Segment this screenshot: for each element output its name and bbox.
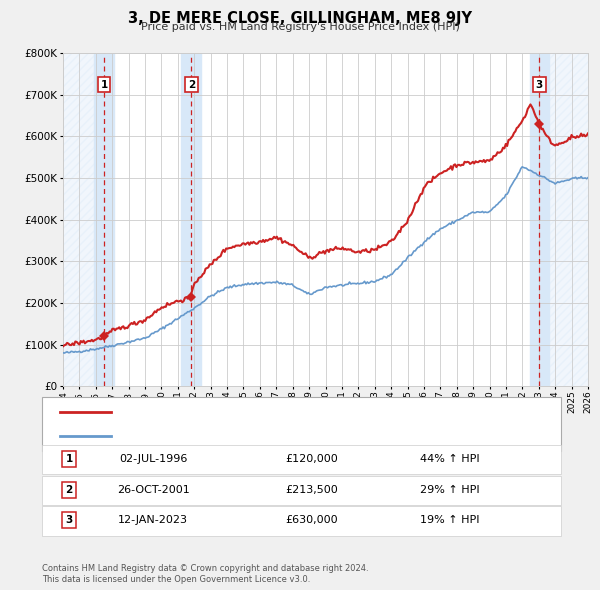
Text: £213,500: £213,500 bbox=[286, 485, 338, 494]
Text: 12-JAN-2023: 12-JAN-2023 bbox=[118, 516, 188, 525]
Bar bbox=[549, 53, 588, 386]
Bar bbox=[530, 53, 549, 386]
Bar bbox=[94, 53, 114, 386]
Text: 19% ↑ HPI: 19% ↑ HPI bbox=[420, 516, 480, 525]
Text: This data is licensed under the Open Government Licence v3.0.: This data is licensed under the Open Gov… bbox=[42, 575, 310, 584]
Text: HPI: Average price, detached house, Medway: HPI: Average price, detached house, Medw… bbox=[117, 431, 353, 441]
Text: Price paid vs. HM Land Registry's House Price Index (HPI): Price paid vs. HM Land Registry's House … bbox=[140, 22, 460, 32]
Text: £630,000: £630,000 bbox=[286, 516, 338, 525]
Text: Contains HM Land Registry data © Crown copyright and database right 2024.: Contains HM Land Registry data © Crown c… bbox=[42, 565, 368, 573]
Text: 1: 1 bbox=[100, 80, 107, 90]
Text: 2: 2 bbox=[65, 485, 73, 494]
Text: 44% ↑ HPI: 44% ↑ HPI bbox=[420, 454, 480, 464]
Text: 29% ↑ HPI: 29% ↑ HPI bbox=[420, 485, 480, 494]
Text: 3, DE MERE CLOSE, GILLINGHAM, ME8 9JY (detached house): 3, DE MERE CLOSE, GILLINGHAM, ME8 9JY (d… bbox=[117, 407, 429, 417]
Text: 1: 1 bbox=[65, 454, 73, 464]
Text: 3: 3 bbox=[536, 80, 543, 90]
Text: 3, DE MERE CLOSE, GILLINGHAM, ME8 9JY: 3, DE MERE CLOSE, GILLINGHAM, ME8 9JY bbox=[128, 11, 472, 25]
Bar bbox=[181, 53, 201, 386]
Text: 02-JUL-1996: 02-JUL-1996 bbox=[119, 454, 187, 464]
Text: 26-OCT-2001: 26-OCT-2001 bbox=[116, 485, 190, 494]
Text: £120,000: £120,000 bbox=[286, 454, 338, 464]
Text: 3: 3 bbox=[65, 516, 73, 525]
Text: 2: 2 bbox=[188, 80, 195, 90]
Bar bbox=[63, 53, 94, 386]
